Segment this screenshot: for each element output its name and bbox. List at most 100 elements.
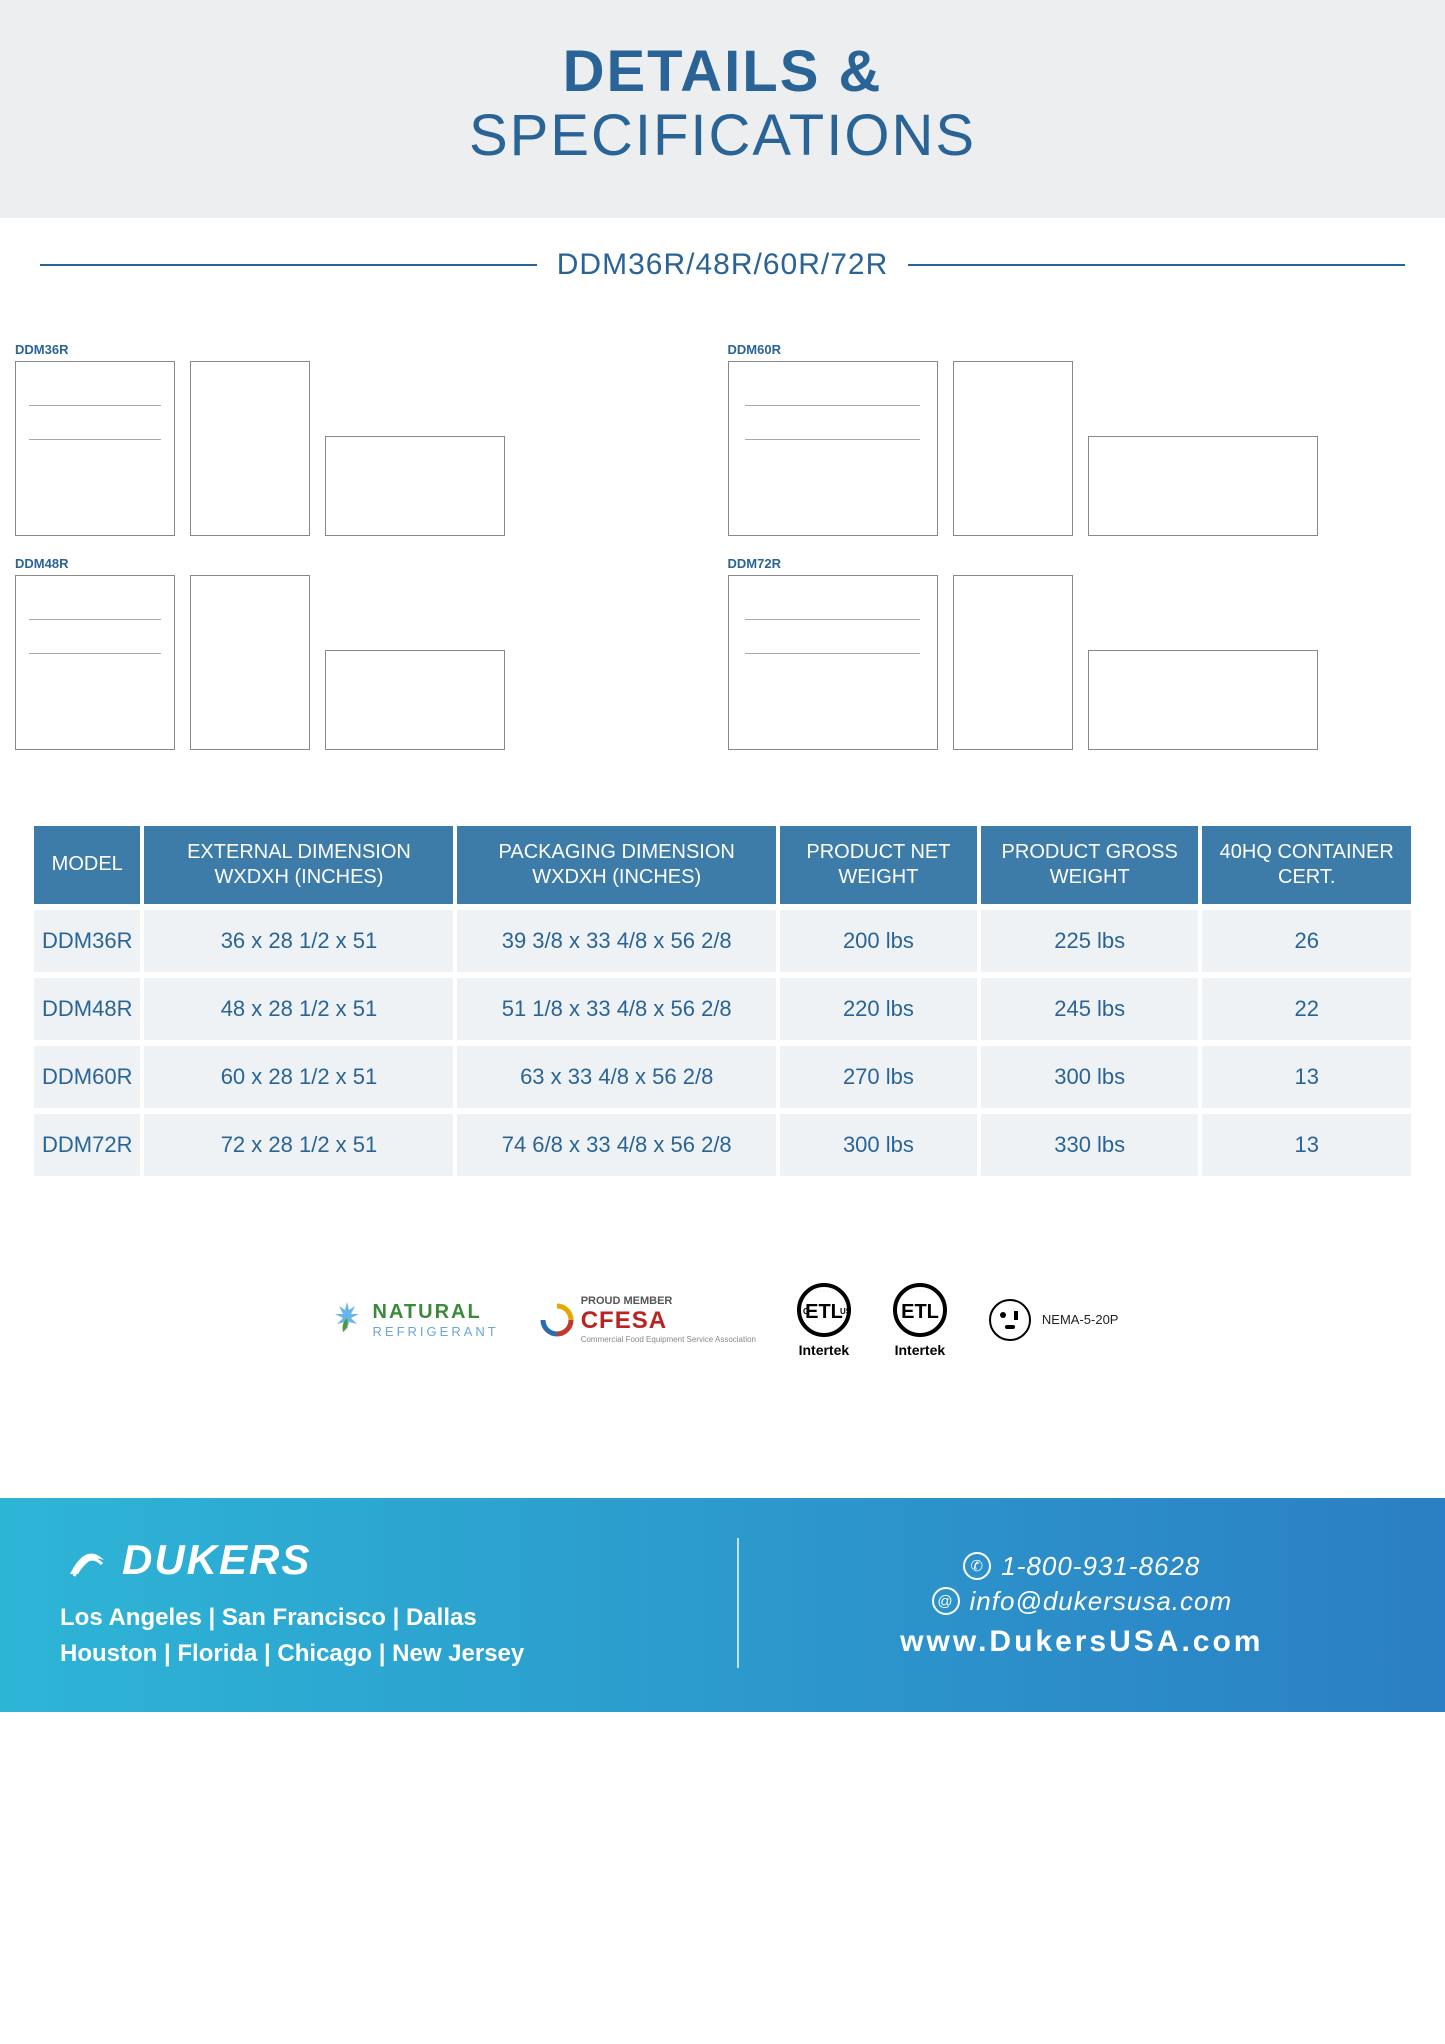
table-row: DDM72R72 x 28 1/2 x 5174 6/8 x 33 4/8 x … [34,1114,1411,1176]
table-cell: 36 x 28 1/2 x 51 [144,910,453,972]
table-cell: 220 lbs [780,978,977,1040]
diagram-views [728,575,1431,750]
diagram-label: DDM60R [728,342,1431,357]
table-cell: 270 lbs [780,1046,977,1108]
table-cell: 39 3/8 x 33 4/8 x 56 2/8 [457,910,775,972]
footer-left: DUKERS Los Angeles | San Francisco | Dal… [60,1534,697,1672]
brand-name: DUKERS [122,1536,311,1584]
table-cell: 26 [1202,910,1411,972]
locations-line1: Los Angeles | San Francisco | Dallas [60,1600,697,1636]
phone-icon: ✆ [963,1552,991,1580]
cfesa-top: PROUD MEMBER [581,1295,756,1307]
table-cell: 51 1/8 x 33 4/8 x 56 2/8 [457,978,775,1040]
footer-url: www.DukersUSA.com [779,1625,1385,1659]
diagram-front-view [728,575,938,750]
diagram-back-view [325,436,505,536]
footer: DUKERS Los Angeles | San Francisco | Dal… [0,1498,1445,1712]
col-container-cert: 40HQ CONTAINER CERT. [1202,826,1411,904]
table-cell: 22 [1202,978,1411,1040]
etl-sanitation-badge: ETL Intertek [892,1282,948,1358]
diagram-views [15,575,718,750]
phone-number: 1-800-931-8628 [1001,1551,1200,1582]
table-cell: 330 lbs [981,1114,1199,1176]
refrigerant-text: REFRIGERANT [373,1324,499,1339]
snowflake-leaf-icon [327,1300,367,1340]
svg-text:ETL: ETL [901,1301,939,1323]
dukers-logo-icon [60,1534,112,1586]
table-cell: 13 [1202,1046,1411,1108]
diagram-side-view [953,575,1073,750]
table-cell: 13 [1202,1114,1411,1176]
col-gross-weight: PRODUCT GROSS WEIGHT [981,826,1199,904]
col-external-dim: EXTERNAL DIMENSION WXDXH (INCHES) [144,826,453,904]
diagram-side-view [190,575,310,750]
natural-refrigerant-badge: NATURAL REFRIGERANT [327,1300,499,1340]
svg-text:ETL: ETL [805,1301,843,1323]
table-cell: 300 lbs [780,1114,977,1176]
cfesa-swirl-icon [539,1302,575,1338]
locations-line2: Houston | Florida | Chicago | New Jersey [60,1636,697,1672]
intertek-label: Intertek [895,1342,946,1358]
plug-icon [988,1298,1032,1342]
diagram-label: DDM72R [728,556,1431,571]
svg-text:C: C [803,1307,809,1316]
diagram-side-view [953,361,1073,536]
table-cell: DDM60R [34,1046,140,1108]
diagram-front-view [15,361,175,536]
plug-label: NEMA-5-20P [1042,1312,1119,1327]
etl-icon: ETL C US [796,1282,852,1338]
footer-email: @ info@dukersusa.com [779,1586,1385,1617]
diagram-views [728,361,1431,536]
diagram-side-view [190,361,310,536]
footer-phone: ✆ 1-800-931-8628 [779,1551,1385,1582]
table-row: DDM60R60 x 28 1/2 x 5163 x 33 4/8 x 56 2… [34,1046,1411,1108]
col-net-weight: PRODUCT NET WEIGHT [780,826,977,904]
table-cell: 72 x 28 1/2 x 51 [144,1114,453,1176]
intertek-label: Intertek [799,1342,850,1358]
footer-right: ✆ 1-800-931-8628 @ info@dukersusa.com ww… [779,1547,1385,1659]
table-cell: 200 lbs [780,910,977,972]
table-header-row: MODEL EXTERNAL DIMENSION WXDXH (INCHES) … [34,826,1411,904]
diagram-front-view [728,361,938,536]
divider-line [908,264,1405,266]
table-cell: 48 x 28 1/2 x 51 [144,978,453,1040]
diagram-front-view [15,575,175,750]
page-title: DETAILS & SPECIFICATIONS [0,40,1445,168]
header-band: DETAILS & SPECIFICATIONS [0,0,1445,218]
diagram-group: DDM48R [10,546,723,760]
title-line2: SPECIFICATIONS [469,103,976,168]
svg-text:US: US [840,1307,852,1316]
divider-line [40,264,537,266]
table-cell: DDM36R [34,910,140,972]
etl-listed-badge: ETL C US Intertek [796,1282,852,1358]
cfesa-sub: Commercial Food Equipment Service Associ… [581,1335,756,1344]
diagram-label: DDM36R [15,342,718,357]
diagram-group: DDM36R [10,332,723,546]
natural-text: NATURAL [373,1301,499,1324]
table-cell: DDM48R [34,978,140,1040]
diagram-group: DDM72R [723,546,1436,760]
table-cell: 74 6/8 x 33 4/8 x 56 2/8 [457,1114,775,1176]
diagrams-section: DDM36R DDM60R DDM48R DDM72R [0,302,1445,820]
table-cell: 245 lbs [981,978,1199,1040]
table-cell: 300 lbs [981,1046,1199,1108]
table-cell: 60 x 28 1/2 x 51 [144,1046,453,1108]
certifications-row: NATURAL REFRIGERANT PROUD MEMBER CFESA C… [0,1262,1445,1498]
product-models: DDM36R/48R/60R/72R [537,248,908,282]
diagram-back-view [1088,650,1318,750]
diagram-label: DDM48R [15,556,718,571]
table-cell: 225 lbs [981,910,1199,972]
col-model: MODEL [34,826,140,904]
cfesa-main: CFESA [581,1307,756,1335]
diagram-back-view [1088,436,1318,536]
diagram-group: DDM60R [723,332,1436,546]
col-packaging-dim: PACKAGING DIMENSION WXDXH (INCHES) [457,826,775,904]
table-cell: 63 x 33 4/8 x 56 2/8 [457,1046,775,1108]
footer-divider [737,1538,739,1668]
table-cell: DDM72R [34,1114,140,1176]
diagram-views [15,361,718,536]
email-address: info@dukersusa.com [970,1586,1233,1617]
at-icon: @ [932,1587,960,1615]
spec-table: MODEL EXTERNAL DIMENSION WXDXH (INCHES) … [30,820,1415,1182]
table-row: DDM48R48 x 28 1/2 x 5151 1/8 x 33 4/8 x … [34,978,1411,1040]
